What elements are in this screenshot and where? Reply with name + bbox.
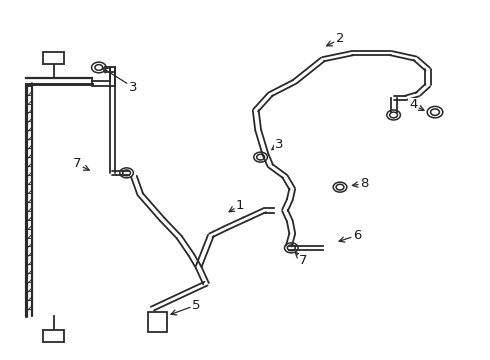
Text: 3: 3: [102, 68, 137, 94]
Text: 5: 5: [171, 298, 200, 315]
Text: 3: 3: [272, 138, 283, 151]
Text: 1: 1: [229, 198, 245, 212]
Text: 7: 7: [73, 157, 89, 170]
Bar: [147, 312, 167, 332]
Text: 8: 8: [352, 177, 368, 190]
Text: 4: 4: [409, 99, 424, 112]
FancyBboxPatch shape: [43, 330, 64, 342]
FancyBboxPatch shape: [43, 52, 64, 64]
Text: 6: 6: [339, 229, 361, 242]
Text: 7: 7: [295, 253, 308, 267]
Text: 2: 2: [327, 32, 344, 46]
